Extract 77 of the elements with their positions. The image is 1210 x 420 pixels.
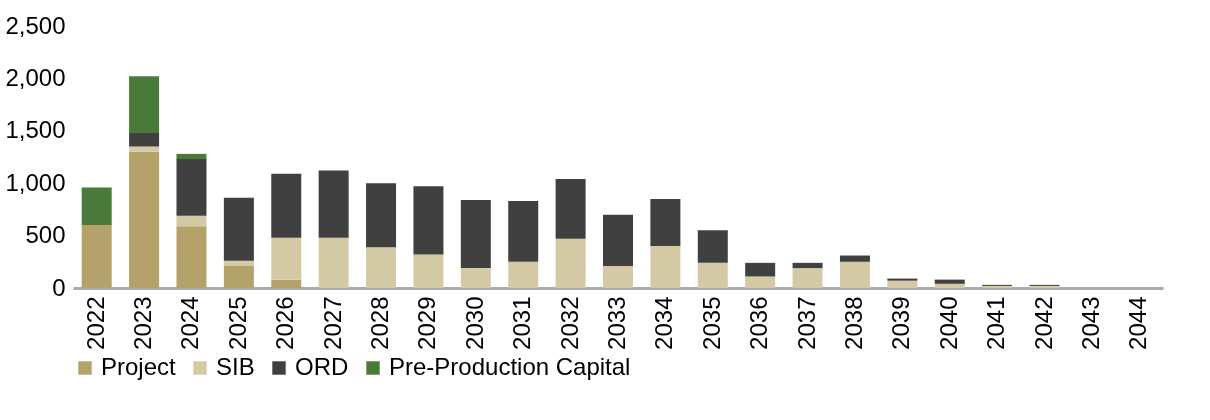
x-tick-label: 2029 [413,296,441,350]
bar [223,260,254,266]
x-tick-label: 2034 [650,296,678,350]
bar [555,238,586,288]
x-tick-label: 2031 [508,296,536,350]
bar [271,279,302,288]
bar [81,187,112,226]
bar [271,237,302,280]
bar [555,179,586,239]
x-tick-label: 2038 [839,296,867,350]
x-tick-label: 2022 [81,296,109,350]
bar [934,283,965,288]
bar [129,76,160,133]
bar [318,237,349,288]
x-tick-label: 2040 [934,296,962,350]
bar [176,215,207,227]
bar [792,268,823,288]
bar [271,173,302,238]
legend-label: SIB [216,353,255,380]
bar [887,280,918,288]
x-tick-label: 2026 [271,296,299,350]
legend-label: Pre-Production Capital [389,353,631,380]
bar [223,197,254,261]
legend-label: Project [101,353,177,380]
x-tick-label: 2041 [982,296,1010,350]
x-tick-label: 2035 [697,296,725,350]
legend-label: ORD [295,353,349,380]
y-tick-label: 500 [25,221,66,249]
bar [792,262,823,269]
x-tick-label: 2042 [1029,296,1057,350]
x-tick-label: 2039 [887,296,915,350]
bar [934,279,965,284]
x-tick-label: 2037 [792,296,820,350]
y-tick-label: 0 [52,273,66,301]
x-tick-label: 2028 [366,296,394,350]
x-tick-label: 2033 [603,296,630,350]
bar [223,265,254,288]
bar [460,199,491,269]
bar [366,247,397,288]
bar [887,278,918,281]
x-tick-label: 2032 [555,296,583,350]
x-tick-label: 2023 [129,296,157,350]
bar [460,268,491,288]
bar [745,276,776,288]
x-tick-label: 2030 [460,296,488,350]
bar [129,132,160,147]
x-tick-label: 2044 [1124,296,1152,350]
bar [603,214,633,266]
bar [176,153,207,160]
bar [603,265,633,288]
y-tick-label: 1,000 [5,168,66,196]
bar [745,262,776,277]
bar [650,246,681,288]
x-tick-label: 2043 [1076,296,1104,350]
x-tick-label: 2024 [176,296,204,350]
bar [650,198,681,247]
bar [81,225,112,288]
x-tick-label: 2036 [745,296,773,350]
x-tick-label: 2027 [318,296,346,350]
bar [318,170,349,238]
bar [839,255,870,262]
bar [176,159,207,216]
bar [129,151,160,288]
bar [129,146,160,152]
y-tick-label: 2,500 [5,11,66,39]
bar [697,230,728,263]
bar [839,261,870,288]
y-tick-label: 2,000 [5,63,66,91]
bar [697,262,728,288]
bar [508,261,539,288]
bar [176,226,207,288]
bar [366,183,397,248]
y-tick-label: 1,500 [5,116,66,144]
x-tick-label: 2025 [223,296,251,350]
bar [413,186,444,255]
bar [508,201,539,262]
bar [413,254,444,288]
